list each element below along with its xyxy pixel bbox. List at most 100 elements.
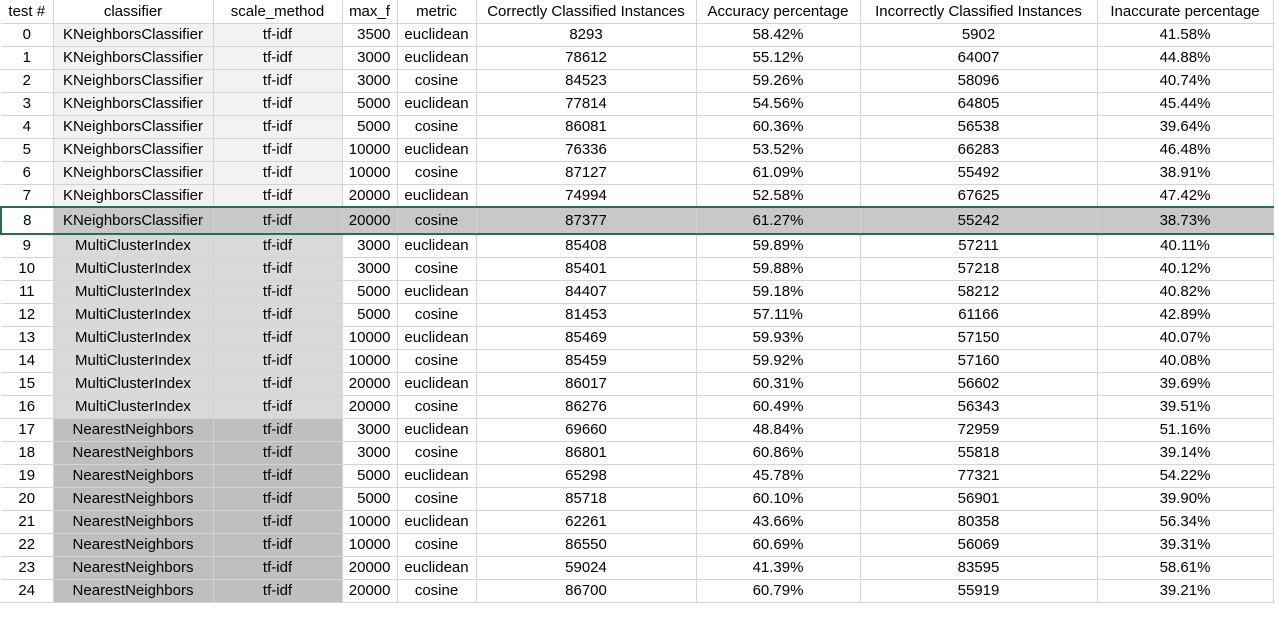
cell-scale-method[interactable]: tf-idf [213, 184, 343, 208]
cell-test-number[interactable]: 12 [1, 303, 54, 327]
cell-scale-method[interactable]: tf-idf [213, 303, 343, 327]
cell-incorrect-instances[interactable]: 55242 [860, 206, 1098, 235]
cell-inaccurate-percentage[interactable]: 46.48% [1097, 138, 1274, 162]
cell-accuracy-percentage[interactable]: 59.18% [696, 280, 861, 304]
table-row[interactable]: 4 KNeighborsClassifier tf-idf 5000 cosine 860… [1, 115, 1274, 139]
cell-correct-instances[interactable]: 76336 [476, 138, 697, 162]
cell-accuracy-percentage[interactable]: 59.93% [696, 326, 861, 350]
cell-classifier[interactable]: NearestNeighbors [53, 418, 214, 442]
cell-incorrect-instances[interactable]: 57211 [860, 234, 1098, 258]
table-row[interactable]: 10 MultiClusterIndex tf-idf 3000 cosine 85401… [1, 257, 1274, 281]
cell-scale-method[interactable]: tf-idf [213, 556, 343, 580]
cell-test-number[interactable]: 24 [1, 579, 54, 603]
cell-correct-instances[interactable]: 74994 [476, 184, 697, 208]
cell-correct-instances[interactable]: 86700 [476, 579, 697, 603]
cell-correct-instances[interactable]: 86081 [476, 115, 697, 139]
cell-scale-method[interactable]: tf-idf [213, 349, 343, 373]
table-row[interactable]: 13 MultiClusterIndex tf-idf 10000 euclidean 8… [1, 326, 1274, 350]
cell-incorrect-instances[interactable]: 83595 [860, 556, 1098, 580]
cell-metric[interactable]: euclidean [397, 184, 477, 208]
cell-test-number[interactable]: 21 [1, 510, 54, 534]
cell-incorrect-instances[interactable]: 57218 [860, 257, 1098, 281]
cell-inaccurate-percentage[interactable]: 38.91% [1097, 161, 1274, 185]
cell-inaccurate-percentage[interactable]: 40.12% [1097, 257, 1274, 281]
cell-incorrect-instances[interactable]: 56069 [860, 533, 1098, 557]
cell-correct-instances[interactable]: 8293 [476, 23, 697, 47]
header-accuracy-percentage[interactable]: Accuracy percentage [696, 0, 861, 24]
cell-max-f[interactable]: 3000 [342, 46, 398, 70]
cell-scale-method[interactable]: tf-idf [213, 69, 343, 93]
header-max-f[interactable]: max_f [342, 0, 398, 24]
cell-max-f[interactable]: 20000 [342, 395, 398, 419]
cell-classifier[interactable]: NearestNeighbors [53, 510, 214, 534]
table-row[interactable]: 20 NearestNeighbors tf-idf 5000 cosine 85718 6… [1, 487, 1274, 511]
cell-incorrect-instances[interactable]: 64007 [860, 46, 1098, 70]
cell-classifier[interactable]: MultiClusterIndex [53, 349, 214, 373]
cell-scale-method[interactable]: tf-idf [213, 206, 343, 235]
cell-scale-method[interactable]: tf-idf [213, 257, 343, 281]
cell-test-number[interactable]: 10 [1, 257, 54, 281]
cell-inaccurate-percentage[interactable]: 56.34% [1097, 510, 1274, 534]
cell-accuracy-percentage[interactable]: 43.66% [696, 510, 861, 534]
cell-metric[interactable]: cosine [397, 115, 477, 139]
cell-classifier[interactable]: NearestNeighbors [53, 533, 214, 557]
cell-accuracy-percentage[interactable]: 57.11% [696, 303, 861, 327]
cell-correct-instances[interactable]: 77814 [476, 92, 697, 116]
table-row[interactable]: 22 NearestNeighbors tf-idf 10000 cosine 86550… [1, 533, 1274, 557]
cell-test-number[interactable]: 1 [1, 46, 54, 70]
cell-scale-method[interactable]: tf-idf [213, 46, 343, 70]
cell-inaccurate-percentage[interactable]: 42.89% [1097, 303, 1274, 327]
cell-metric[interactable]: euclidean [397, 46, 477, 70]
cell-correct-instances[interactable]: 65298 [476, 464, 697, 488]
cell-test-number[interactable]: 16 [1, 395, 54, 419]
cell-accuracy-percentage[interactable]: 48.84% [696, 418, 861, 442]
cell-incorrect-instances[interactable]: 5902 [860, 23, 1098, 47]
cell-inaccurate-percentage[interactable]: 40.07% [1097, 326, 1274, 350]
cell-max-f[interactable]: 5000 [342, 303, 398, 327]
table-row[interactable]: 0 KNeighborsClassifier tf-idf 3500 euclidean… [1, 23, 1274, 47]
cell-correct-instances[interactable]: 84523 [476, 69, 697, 93]
cell-accuracy-percentage[interactable]: 60.86% [696, 441, 861, 465]
cell-metric[interactable]: cosine [397, 69, 477, 93]
cell-inaccurate-percentage[interactable]: 40.11% [1097, 234, 1274, 258]
cell-max-f[interactable]: 3000 [342, 234, 398, 258]
cell-correct-instances[interactable]: 85718 [476, 487, 697, 511]
cell-inaccurate-percentage[interactable]: 39.21% [1097, 579, 1274, 603]
cell-accuracy-percentage[interactable]: 61.27% [696, 206, 861, 235]
cell-metric[interactable]: euclidean [397, 326, 477, 350]
table-row[interactable]: 23 NearestNeighbors tf-idf 20000 euclidean 59… [1, 556, 1274, 580]
cell-metric[interactable]: euclidean [397, 372, 477, 396]
cell-test-number[interactable]: 14 [1, 349, 54, 373]
cell-test-number[interactable]: 7 [1, 184, 54, 208]
cell-test-number[interactable]: 23 [1, 556, 54, 580]
cell-scale-method[interactable]: tf-idf [213, 579, 343, 603]
cell-max-f[interactable]: 5000 [342, 280, 398, 304]
cell-correct-instances[interactable]: 86801 [476, 441, 697, 465]
cell-correct-instances[interactable]: 85469 [476, 326, 697, 350]
cell-test-number[interactable]: 4 [1, 115, 54, 139]
table-row[interactable]: 15 MultiClusterIndex tf-idf 20000 euclidean 8… [1, 372, 1274, 396]
cell-inaccurate-percentage[interactable]: 41.58% [1097, 23, 1274, 47]
cell-incorrect-instances[interactable]: 55919 [860, 579, 1098, 603]
cell-incorrect-instances[interactable]: 56602 [860, 372, 1098, 396]
cell-metric[interactable]: cosine [397, 161, 477, 185]
cell-scale-method[interactable]: tf-idf [213, 138, 343, 162]
cell-classifier[interactable]: MultiClusterIndex [53, 395, 214, 419]
cell-inaccurate-percentage[interactable]: 39.64% [1097, 115, 1274, 139]
header-metric[interactable]: metric [397, 0, 477, 24]
cell-classifier[interactable]: NearestNeighbors [53, 441, 214, 465]
cell-correct-instances[interactable]: 85401 [476, 257, 697, 281]
cell-max-f[interactable]: 10000 [342, 533, 398, 557]
cell-max-f[interactable]: 10000 [342, 349, 398, 373]
cell-correct-instances[interactable]: 87127 [476, 161, 697, 185]
cell-classifier[interactable]: MultiClusterIndex [53, 280, 214, 304]
table-row[interactable]: 18 NearestNeighbors tf-idf 3000 cosine 86801 6… [1, 441, 1274, 465]
table-row[interactable]: 12 MultiClusterIndex tf-idf 5000 cosine 81453… [1, 303, 1274, 327]
cell-max-f[interactable]: 5000 [342, 115, 398, 139]
cell-incorrect-instances[interactable]: 58212 [860, 280, 1098, 304]
cell-test-number[interactable]: 15 [1, 372, 54, 396]
cell-incorrect-instances[interactable]: 55818 [860, 441, 1098, 465]
cell-metric[interactable]: euclidean [397, 556, 477, 580]
cell-incorrect-instances[interactable]: 64805 [860, 92, 1098, 116]
cell-max-f[interactable]: 3000 [342, 441, 398, 465]
